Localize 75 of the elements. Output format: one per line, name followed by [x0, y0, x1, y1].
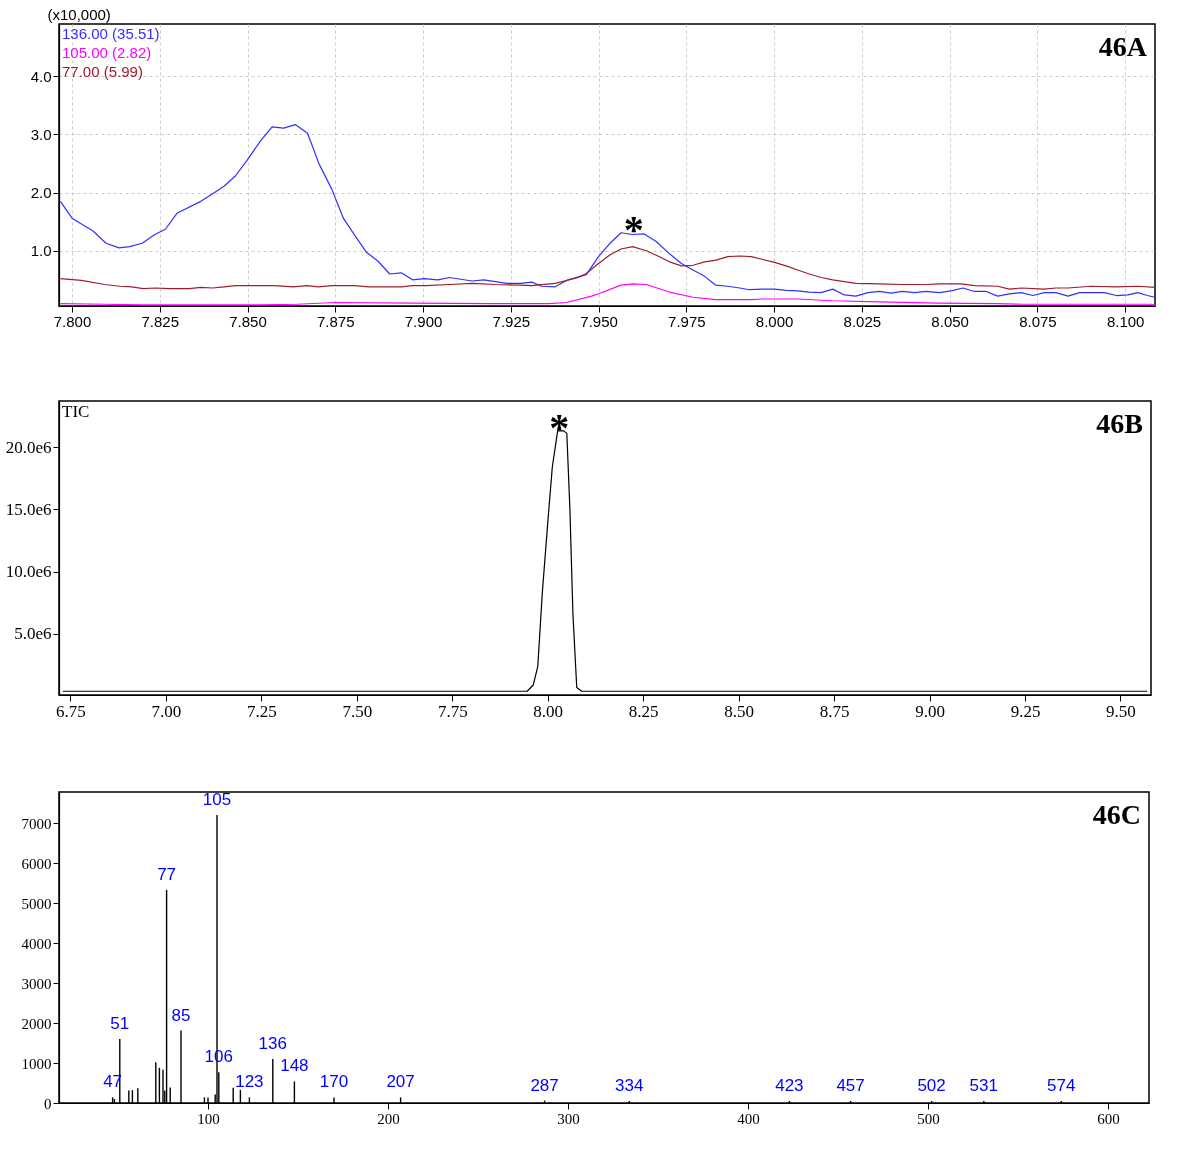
y-tick-label: 5.0e6 [14, 624, 52, 644]
text: 136.00 (35.51) [62, 25, 160, 42]
y-axis-title: (x10,000) [47, 5, 111, 23]
x-tick-label: 7.925 [492, 312, 531, 330]
y-tick-label: 10.0e6 [5, 562, 52, 582]
x-tick-label: 7.950 [580, 312, 618, 330]
x-tick-label: 400 [737, 1110, 760, 1127]
x-tick-label: 8.50 [724, 701, 755, 721]
y-tick-label: 7000 [21, 815, 52, 832]
x-tick-label: 8.000 [755, 312, 794, 330]
annotation: 51 [110, 1014, 130, 1033]
y-tick-label: 1.0 [30, 242, 52, 260]
x-tick-label: 9.00 [915, 701, 945, 721]
x-tick-label: 7.25 [246, 701, 277, 721]
text: 105.00 (2.82) [62, 44, 152, 61]
annotation: 123 [235, 1072, 264, 1092]
y-tick-label: 3000 [21, 975, 52, 992]
x-tick-label: 9.25 [1010, 701, 1041, 721]
x-tick-label: 8.100 [1106, 312, 1145, 330]
x-tick-label: 7.825 [141, 312, 180, 330]
x-tick-label: 7.900 [404, 312, 443, 330]
annotation: 207 [386, 1072, 415, 1092]
y-tick-label: 4.0 [30, 67, 52, 85]
y-tick-label: 0 [44, 1095, 52, 1112]
annotation: 77 [157, 864, 177, 884]
x-tick-label: 8.050 [931, 312, 969, 330]
text: 77.00 (5.99) [62, 63, 143, 80]
annotation: 46C [1092, 799, 1141, 830]
x-tick-label: 7.800 [53, 312, 92, 330]
annotation: * [623, 207, 644, 253]
annotation: * [549, 404, 570, 450]
x-tick-label: 8.00 [533, 701, 564, 721]
x-tick-label: 300 [557, 1110, 580, 1127]
y-tick-label: 3.0 [30, 125, 52, 143]
x-tick-label: 7.00 [151, 701, 182, 721]
x-tick-label: 7.850 [229, 312, 267, 330]
x-tick-label: 6.75 [56, 701, 86, 721]
x-tick-label: 8.25 [628, 701, 659, 721]
annotation: 85 [171, 1005, 191, 1025]
annotation: 574 [1047, 1076, 1076, 1095]
x-tick-label: 500 [917, 1110, 940, 1127]
x-tick-label: 200 [377, 1110, 400, 1127]
annotation: 287 [530, 1075, 559, 1095]
y-tick-label: 2000 [21, 1015, 52, 1032]
line-series [59, 123, 1155, 298]
x-tick-label: 8.025 [843, 312, 882, 330]
annotation: 423 [775, 1076, 804, 1095]
x-tick-label: 8.075 [1019, 312, 1057, 330]
y-tick-label: 1000 [21, 1055, 52, 1072]
annotation: 170 [319, 1072, 349, 1092]
x-tick-label: 7.75 [437, 701, 468, 721]
x-tick-label: 9.50 [1106, 701, 1136, 721]
y-tick-label: 15.0e6 [5, 499, 52, 519]
annotation: 46A [1098, 31, 1148, 62]
x-tick-label: 100 [197, 1110, 220, 1127]
y-tick-label: 5000 [21, 895, 52, 912]
line-series [59, 246, 1155, 290]
y-tick-label: 4000 [21, 935, 52, 952]
y-tick-label: 20.0e6 [5, 437, 52, 457]
x-tick-label: 7.875 [317, 312, 355, 330]
x-tick-label: 600 [1097, 1110, 1120, 1127]
annotation: 531 [969, 1076, 998, 1095]
annotation: 136 [258, 1034, 287, 1053]
text: TIC [62, 402, 90, 421]
x-tick-label: 7.50 [342, 701, 373, 721]
annotation: 148 [280, 1056, 309, 1076]
annotation: 502 [917, 1076, 946, 1095]
x-tick-label: 8.75 [819, 701, 850, 721]
annotation: 334 [615, 1076, 644, 1095]
annotation: 46B [1096, 408, 1143, 439]
y-tick-label: 2.0 [30, 184, 52, 202]
annotation: 457 [836, 1076, 865, 1095]
x-tick-label: 7.975 [668, 312, 706, 330]
y-tick-label: 6000 [21, 855, 52, 872]
annotation: 105 [202, 790, 232, 809]
